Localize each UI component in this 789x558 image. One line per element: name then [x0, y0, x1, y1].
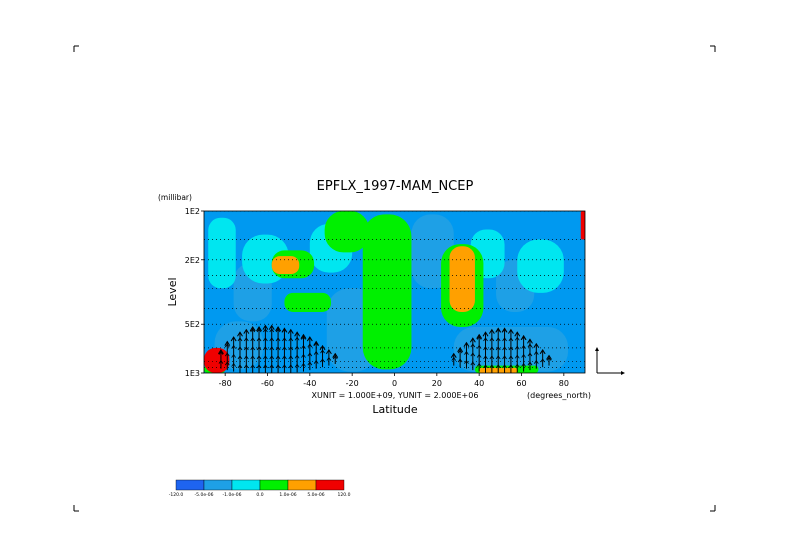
x-unit-label: (degrees_north) — [527, 391, 591, 400]
vector-column — [306, 336, 313, 371]
reference-vectors — [595, 347, 625, 375]
x-tick-label: 80 — [559, 379, 569, 388]
vector-column — [514, 331, 521, 373]
y-tick-label: 5E2 — [185, 320, 200, 329]
crop-mark-bottom-left — [73, 505, 79, 512]
vector-column — [275, 326, 282, 373]
crop-mark-top-right — [710, 45, 716, 52]
x-tick-label: -60 — [261, 379, 274, 388]
vector-column — [281, 327, 288, 373]
vector-column — [546, 354, 552, 366]
vector-column — [224, 340, 231, 371]
vector-column — [319, 344, 326, 368]
vector-column — [495, 327, 502, 373]
vector-column — [230, 336, 237, 372]
y-tick-label: 2E2 — [185, 256, 200, 265]
vector-column — [287, 328, 294, 373]
colorbar-label: 1.0e-06 — [279, 492, 296, 498]
colorbar-swatch — [287, 479, 317, 491]
vector-column — [237, 331, 243, 373]
vector-column — [294, 331, 301, 373]
colorbar-swatch — [203, 479, 233, 491]
vector-column — [527, 338, 533, 371]
x-tick-label: -20 — [346, 379, 359, 388]
colorbar-label: -5.0e-06 — [195, 492, 214, 498]
vector-column — [469, 337, 476, 371]
colorbar-label: 5.0e-06 — [307, 492, 324, 498]
vector-column — [325, 348, 332, 366]
vector-column — [332, 352, 339, 365]
vector-column — [313, 340, 320, 369]
vector-column — [300, 333, 307, 372]
crop-mark-bottom-right — [710, 505, 716, 512]
x-axis-label: Latitude — [372, 403, 418, 416]
vector-column — [249, 326, 256, 373]
vector-column — [488, 328, 495, 373]
colorbar-label: -1.0e-06 — [223, 492, 242, 498]
crop-marks — [73, 45, 716, 512]
colorbar-label: -120.0 — [169, 492, 184, 498]
vector-column — [533, 342, 540, 369]
x-tick-label: -40 — [303, 379, 316, 388]
x-tick-label: -80 — [219, 379, 232, 388]
vector-column — [520, 334, 527, 372]
vector-column — [256, 326, 262, 373]
vector-units-label: XUNIT = 1.000E+09, YUNIT = 2.000E+06 — [312, 391, 479, 400]
vector-column — [463, 341, 470, 369]
chart-title: EPFLX_1997-MAM_NCEP — [317, 179, 474, 194]
x-tick-label: 60 — [516, 379, 526, 388]
vector-column — [268, 324, 275, 373]
y-axis-label: Level — [166, 277, 179, 306]
x-tick-label: 20 — [432, 379, 442, 388]
y-axis-ticks: 1E2 2E2 5E2 1E3 — [185, 207, 204, 378]
ep-flux-vectors — [218, 324, 552, 373]
plot-area — [204, 211, 585, 373]
colorbar-label: 0.0 — [256, 492, 263, 498]
colorbar-swatch — [259, 479, 289, 491]
vector-column — [501, 327, 508, 373]
vector-column — [218, 348, 224, 369]
field-region-18 — [271, 256, 300, 275]
field-region-15 — [284, 292, 331, 312]
vector-column — [262, 324, 269, 373]
field-region-8 — [517, 239, 564, 293]
x-tick-label: 0 — [392, 379, 397, 388]
vector-column — [539, 348, 546, 368]
vector-column — [243, 328, 250, 373]
y-tick-label: 1E3 — [185, 369, 200, 378]
field-layer — [204, 211, 585, 373]
y-unit-label: (millibar) — [158, 193, 192, 202]
colorbar-label: 120.0 — [338, 492, 351, 498]
vector-column — [507, 328, 514, 373]
field-region-21 — [204, 347, 230, 373]
field-region-9 — [208, 217, 236, 289]
y-tick-label: 1E2 — [185, 207, 200, 216]
colorbar: -120.0 -5.0e-06 -1.0e-06 0.0 1.0e-06 5.0e-06 1… — [169, 479, 351, 498]
field-region-19 — [449, 246, 475, 312]
vector-column — [482, 331, 489, 373]
colorbar-swatch — [315, 479, 345, 491]
vector-column — [476, 333, 483, 372]
x-tick-label: 40 — [474, 379, 484, 388]
field-region-11 — [362, 214, 412, 370]
colorbar-swatch — [175, 479, 205, 491]
colorbar-swatch — [231, 479, 261, 491]
crop-mark-top-left — [73, 45, 79, 52]
vector-column — [450, 352, 457, 366]
field-region-12 — [324, 211, 370, 253]
vector-column — [457, 346, 464, 368]
field-region-22 — [580, 211, 585, 240]
x-axis-ticks: -80 -60 -40 -20 0 20 40 60 80 — [219, 373, 569, 388]
